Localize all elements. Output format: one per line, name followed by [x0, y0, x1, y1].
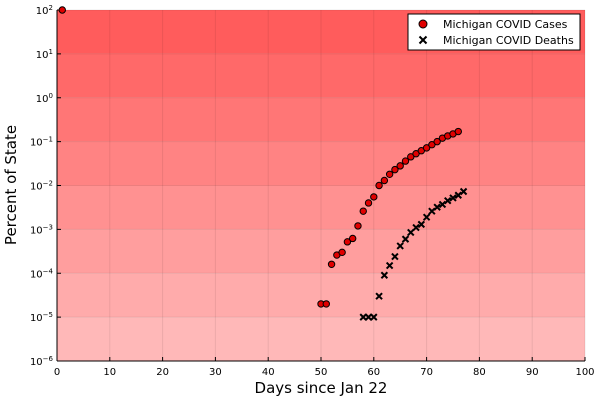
death-point	[459, 187, 468, 196]
case-point	[385, 170, 394, 178]
death-point-stroke	[401, 235, 410, 243]
x-tick-label: 80	[473, 367, 486, 378]
x-tick-label: 0	[54, 367, 60, 378]
death-point-stroke	[375, 292, 383, 300]
case-point	[407, 153, 415, 161]
death-point-stroke	[454, 191, 462, 199]
death-point-stroke	[385, 261, 394, 270]
y-tick-label: 10−4	[30, 267, 54, 280]
death-point-stroke	[438, 200, 447, 209]
death-point-stroke	[412, 223, 420, 232]
y-tick-label: 10−2	[30, 180, 53, 193]
death-point	[422, 213, 431, 221]
death-point-stroke	[417, 220, 426, 229]
death-point	[438, 200, 447, 209]
data-series	[58, 6, 468, 321]
death-point-stroke	[407, 228, 415, 237]
death-point	[401, 235, 410, 243]
background-band	[57, 229, 585, 274]
death-point	[433, 203, 441, 211]
death-point	[417, 220, 426, 229]
background-band	[57, 53, 585, 98]
y-tick-label: 100	[36, 92, 53, 105]
series-deaths	[359, 187, 468, 321]
case-point	[433, 137, 441, 146]
x-tick-label: 70	[420, 367, 433, 378]
death-point-stroke	[391, 252, 399, 261]
case-point	[422, 144, 431, 152]
background-band	[57, 317, 585, 361]
case-point	[348, 234, 357, 243]
x-tick-label: 20	[156, 367, 169, 378]
case-point	[401, 157, 410, 165]
case-point	[375, 181, 383, 190]
legend-box	[407, 13, 581, 51]
death-point-stroke	[380, 271, 389, 279]
death-point	[444, 197, 452, 205]
case-point	[322, 300, 330, 308]
legend-marker-cases	[418, 19, 428, 29]
x-tick-label: 100	[575, 367, 594, 378]
death-point	[380, 271, 389, 279]
death-point-stroke	[370, 313, 378, 321]
background-band	[57, 185, 585, 230]
x-tick-label: 60	[367, 367, 380, 378]
y-axis-label: Percent of State	[2, 125, 20, 245]
x-tick-label: 10	[103, 367, 116, 378]
case-point	[343, 238, 352, 246]
death-point	[449, 194, 457, 202]
case-point	[364, 199, 373, 207]
x-tick-label: 40	[262, 367, 275, 378]
death-point	[396, 242, 404, 250]
x-tick-label: 50	[315, 367, 328, 378]
case-point	[359, 207, 367, 215]
case-point	[354, 222, 362, 230]
x-axis-label: Days since Jan 22	[255, 379, 388, 397]
legend-label-deaths: Michigan COVID Deaths	[443, 34, 574, 47]
death-point	[391, 252, 399, 261]
x-tick-label: 90	[526, 367, 539, 378]
death-point-stroke	[422, 213, 431, 221]
legend: Michigan COVID Cases Michigan COVID Deat…	[407, 13, 581, 51]
death-point	[412, 223, 420, 232]
death-point-stroke	[459, 187, 468, 196]
case-point	[370, 193, 378, 201]
y-tick-label: 101	[36, 48, 53, 61]
y-tick-label: 102	[36, 4, 53, 17]
case-point	[396, 162, 404, 170]
death-point	[407, 228, 415, 237]
case-point	[380, 176, 389, 185]
case-point	[391, 165, 399, 174]
death-point-stroke	[449, 194, 457, 202]
legend-label-cases: Michigan COVID Cases	[443, 18, 568, 31]
death-point	[385, 261, 394, 270]
legend-marker-deaths	[418, 35, 428, 45]
death-point-stroke	[396, 242, 404, 250]
y-tick-label: 10−6	[30, 355, 54, 368]
background-band	[57, 141, 585, 186]
death-point	[454, 191, 462, 199]
case-point	[58, 6, 66, 14]
case-point	[454, 127, 462, 136]
death-point	[370, 313, 378, 321]
death-point	[375, 292, 383, 300]
background-bands	[57, 10, 585, 361]
background-band	[57, 273, 585, 318]
background-band	[57, 97, 585, 142]
death-point-stroke	[433, 203, 441, 211]
death-point-stroke	[444, 197, 452, 205]
case-point	[338, 248, 346, 257]
y-tick-label: 10−3	[30, 223, 53, 236]
y-tick-label: 10−1	[30, 136, 53, 149]
x-tick-label: 30	[209, 367, 222, 378]
y-tick-label: 10−5	[30, 311, 53, 324]
case-point	[428, 141, 436, 149]
series-cases	[58, 6, 462, 308]
case-point	[327, 260, 336, 268]
series-points	[58, 6, 468, 321]
